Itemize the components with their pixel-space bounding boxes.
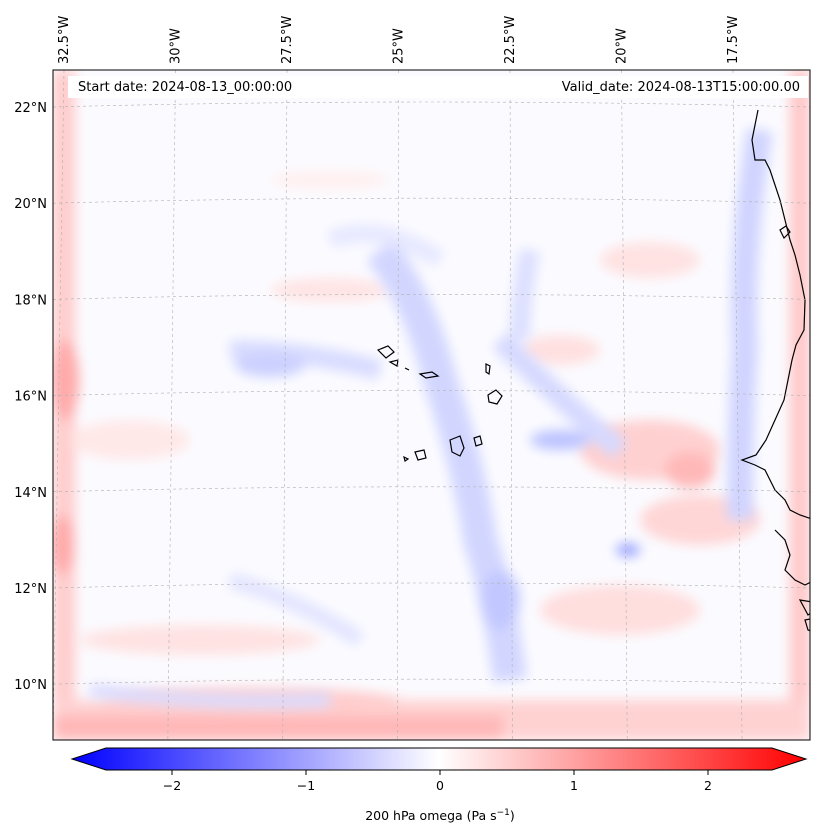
gridlines	[53, 70, 810, 740]
colorbar-tick-label: −2	[163, 778, 181, 793]
lat-tick-label: 10°N	[14, 678, 47, 693]
omega-field	[53, 70, 810, 740]
lat-tick-label: 20°N	[14, 197, 47, 212]
colorbar-label-exponent: −1	[497, 808, 510, 818]
lon-gridline	[167, 70, 176, 740]
lat-tick-label: 12°N	[14, 582, 47, 597]
negative-omega-areas	[89, 127, 773, 709]
colorbar-ramp	[70, 747, 808, 771]
lat-tick-label: 16°N	[14, 390, 47, 405]
lon-gridline	[732, 70, 743, 740]
lat-tick-label: 18°N	[14, 293, 47, 308]
lon-tick-label: 27.5°W	[280, 16, 295, 64]
positive-omega-areas	[53, 70, 810, 740]
valid-date-label: Valid_date: 2024-08-13T15:00:00.00	[562, 80, 800, 95]
lat-gridline	[53, 197, 810, 204]
lat-gridline	[53, 294, 810, 300]
colorbar-tick-label: 2	[704, 778, 712, 793]
latitude-ticks: 22°N 20°N 18°N 16°N 14°N 12°N 10°N	[14, 101, 47, 693]
cape-verde-islands	[376, 345, 503, 462]
colorbar-ticks: −2 −1 0 1 2	[163, 770, 712, 793]
lon-gridline	[509, 70, 513, 740]
lon-tick-label: 32.5°W	[57, 16, 72, 64]
lat-gridline	[53, 486, 810, 493]
lat-tick-label: 22°N	[14, 101, 47, 116]
lon-tick-label: 17.5°W	[726, 16, 741, 64]
lon-tick-label: 25°W	[392, 28, 407, 64]
colorbar-label: 200 hPa omega (Pa s−1)	[365, 808, 515, 823]
start-date-label: Start date: 2024-08-13_00:00:00	[78, 80, 292, 95]
lon-tick-label: 22.5°W	[503, 16, 518, 64]
lon-gridline	[282, 70, 288, 740]
lat-tick-label: 14°N	[14, 486, 47, 501]
longitude-ticks: 32.5°W 30°W 27.5°W 25°W 22.5°W 20°W 17.5°W	[57, 16, 741, 64]
colorbar-tick-label: −1	[297, 778, 315, 793]
colorbar-label-main: 200 hPa omega (Pa s	[365, 808, 496, 823]
lon-gridline	[53, 70, 65, 740]
map-frame	[52, 69, 811, 741]
colorbar-label-end: )	[510, 808, 515, 823]
lat-gridline	[53, 390, 810, 396]
lat-gridline	[53, 101, 810, 108]
lon-gridline	[621, 70, 628, 740]
lat-gridline	[53, 582, 810, 589]
colorbar: −2 −1 0 1 2 200 hPa omega (Pa s−1)	[70, 747, 808, 823]
lat-gridline	[53, 678, 810, 685]
lon-gridline	[397, 70, 399, 740]
coastline	[740, 109, 810, 632]
lon-tick-label: 30°W	[169, 28, 184, 64]
colorbar-tick-label: 1	[570, 778, 578, 793]
annotation-bar	[68, 76, 808, 98]
lon-tick-label: 20°W	[615, 28, 630, 64]
colorbar-tick-label: 0	[436, 778, 444, 793]
